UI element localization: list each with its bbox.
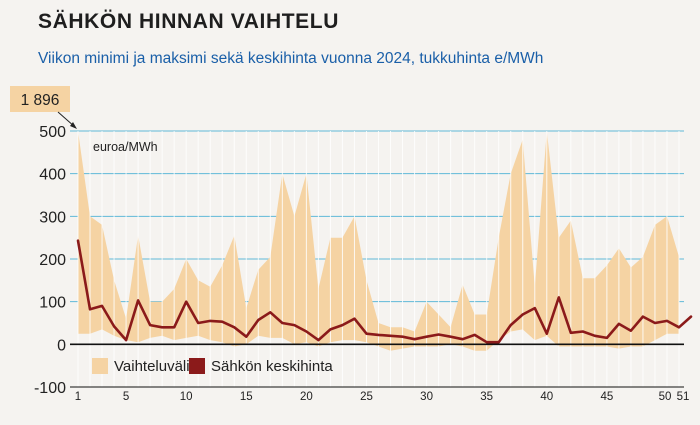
x-tick-label: 10 (180, 391, 193, 403)
x-tick-label: 45 (600, 391, 613, 403)
x-tick-label: 40 (540, 391, 553, 403)
x-tick-label: 51 (677, 391, 690, 403)
x-tick-label: 1 (75, 391, 81, 403)
y-tick-label: 300 (39, 209, 66, 226)
mean-price-line (76, 239, 693, 344)
x-tick-label: 35 (480, 391, 493, 403)
legend-label-line: Sähkön keskihinta (211, 358, 333, 375)
y-axis-unit-label: euroa/MWh (93, 140, 158, 154)
y-tick-label: 100 (39, 295, 66, 312)
peak-callout-box (10, 86, 70, 112)
x-tick-label: 30 (420, 391, 433, 403)
chart-subtitle: Viikon minimi ja maksimi sekä keskihinta… (38, 50, 544, 67)
y-tick-label: 200 (39, 252, 66, 269)
x-tick-label: 50 (659, 391, 672, 403)
y-tick-label: 500 (39, 124, 66, 141)
peak-callout-arrowhead (70, 122, 77, 129)
y-tick-label: 0 (57, 337, 66, 354)
legend-label-band: Vaihteluväli (114, 358, 190, 375)
x-tick-label: 20 (300, 391, 313, 403)
y-tick-label: -100 (34, 380, 66, 397)
x-tick-label: 25 (360, 391, 373, 403)
range-band (78, 131, 679, 351)
y-tick-label: 400 (39, 167, 66, 184)
peak-callout-label: 1 896 (21, 92, 60, 109)
x-tick-label: 15 (240, 391, 253, 403)
legend-swatch-line (189, 358, 205, 374)
chart-title: SÄHKÖN HINNAN VAIHTELU (38, 10, 339, 33)
legend-swatch-band (92, 358, 108, 374)
x-tick-label: 5 (123, 391, 129, 403)
